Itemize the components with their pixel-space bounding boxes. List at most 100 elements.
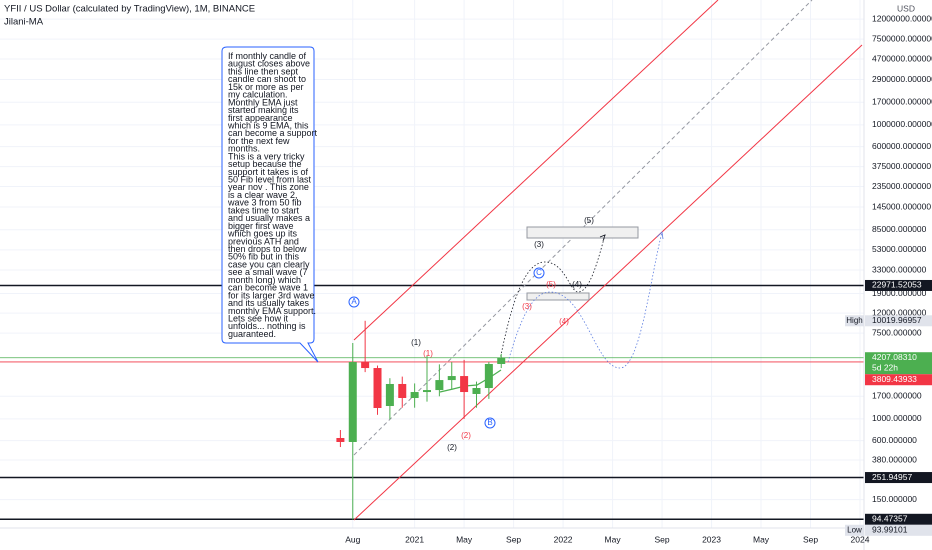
wave-label: (2) <box>461 431 471 440</box>
candle-body <box>410 392 419 399</box>
candles <box>336 320 506 520</box>
wave-label: C <box>536 268 542 277</box>
y-tick-label: 85000.000000 <box>872 224 927 234</box>
y-tick-label: 53000.000000 <box>872 244 927 254</box>
note-line: Monthly EMA just <box>228 97 298 107</box>
note-line: is a clear wave 2, <box>228 190 298 200</box>
projection-arrow <box>656 231 664 240</box>
channel-lower <box>353 44 863 521</box>
projection <box>499 234 606 361</box>
note-line: bigger first wave <box>228 221 294 231</box>
grid <box>0 0 864 528</box>
currency: USD <box>897 3 915 13</box>
wave-label: (2) <box>447 443 457 452</box>
tag-label: Low <box>847 525 862 534</box>
wave-label: (1) <box>423 349 433 358</box>
price-axis <box>864 0 932 550</box>
wave-label: (5) <box>546 280 556 289</box>
tag-box <box>845 315 864 327</box>
price-tag-label: 22971.52053 <box>872 280 922 290</box>
x-tick-label: 2023 <box>702 534 721 544</box>
x-tick-label: Sep <box>506 534 521 544</box>
y-tick-label: 7500000.000000 <box>872 33 932 43</box>
y-tick-label: 150.000000 <box>872 494 917 504</box>
price-tag-label: 10019.96957 <box>872 315 922 325</box>
note-line: previous ATH and <box>228 236 299 246</box>
candle-body <box>398 383 407 399</box>
candle-body <box>336 438 345 442</box>
note-line: which goes up its <box>227 229 298 239</box>
wave-label: A <box>351 297 357 306</box>
note-line: then drops to below <box>228 244 307 254</box>
price-tag <box>865 352 932 375</box>
y-tick-label: 375000.000000 <box>872 161 931 171</box>
note-line: Lets see how it <box>228 313 289 323</box>
price-tag-label: 251.94957 <box>872 472 912 482</box>
candle-body <box>497 357 506 364</box>
wave-circle <box>533 267 545 279</box>
note-line: year nov . This zone <box>228 182 309 192</box>
note-line: this line then sept <box>228 66 299 76</box>
y-tick-label: 12000.000000 <box>872 307 927 317</box>
x-tick-label: Sep <box>803 534 818 544</box>
x-tick-label: 2021 <box>405 534 424 544</box>
wave-label: (4) <box>572 280 582 289</box>
projection <box>507 231 663 369</box>
countdown: 5d 22h <box>872 362 898 372</box>
y-tick-label: 4700000.000000 <box>872 53 932 63</box>
wave-label: (1) <box>411 338 421 347</box>
note-line: for its larger 3rd wave <box>228 290 315 300</box>
indicator-name: Jilani-MA <box>4 17 44 28</box>
note-line: case you can clearly <box>228 259 310 269</box>
wave-label: (3) <box>522 302 532 311</box>
price-tag-label: 4207.08310 <box>872 352 917 362</box>
note-line: first appearance <box>228 113 293 123</box>
x-tick-label: 2022 <box>554 534 573 544</box>
wave-circle <box>484 417 496 429</box>
target-box <box>526 226 639 239</box>
note-line: guaranteed. <box>228 329 276 339</box>
note-line: candle can shoot to <box>228 74 306 84</box>
candle-body <box>373 368 382 409</box>
note-line: support it takes is of <box>228 167 309 177</box>
y-tick-label: 19000.000000 <box>872 288 927 298</box>
price-tag-label: 93.99101 <box>872 525 908 535</box>
y-tick-label: 33000.000000 <box>872 264 927 274</box>
tag-box <box>845 524 864 536</box>
note-line: can become a support <box>228 128 318 138</box>
note-line: and usually makes a <box>228 213 310 223</box>
note-line: started making its <box>228 105 299 115</box>
price-tag <box>865 513 932 525</box>
y-tick-label: 12000000.000000 <box>872 13 932 23</box>
note-line: 50% fib but in this <box>228 252 300 262</box>
price-tag-label: 3809.43933 <box>872 374 917 384</box>
y-tick-label: 1000000.000000 <box>872 119 932 129</box>
y-tick-label: 145000.000000 <box>872 201 931 211</box>
price-tag-label: 94.47357 <box>872 514 908 524</box>
y-tick-label: 380.000000 <box>872 454 917 464</box>
x-tick-label: Sep <box>654 534 669 544</box>
x-tick-label: 2024 <box>851 534 870 544</box>
y-tick-label: 1700000.000000 <box>872 97 932 107</box>
chart-title: YFII / US Dollar (calculated by TradingV… <box>4 4 255 15</box>
note-line: month long) which <box>228 275 301 285</box>
candle-body <box>361 362 370 369</box>
note-line: If monthly candle of <box>228 51 307 61</box>
tag-label: High <box>846 316 862 325</box>
note-line: august closes above <box>228 59 310 69</box>
y-tick-label: 1700.000000 <box>872 391 922 401</box>
axis-labels: 12000000.000000 7500000.000000 4700000.000… <box>345 13 932 544</box>
note-line: monthly EMA support. <box>228 306 316 316</box>
price-tag <box>865 524 932 536</box>
candle-body <box>385 383 394 407</box>
note-line: 15k or more as per <box>228 82 304 92</box>
note-line: This is a very tricky <box>228 151 305 161</box>
wave-circle <box>348 296 360 308</box>
y-tick-label: 2900000.000000 <box>872 74 932 84</box>
target-box <box>526 292 590 301</box>
note-line: months. <box>228 144 260 154</box>
candle-body <box>460 376 469 393</box>
note-line: unfolds... nothing is <box>228 321 306 331</box>
